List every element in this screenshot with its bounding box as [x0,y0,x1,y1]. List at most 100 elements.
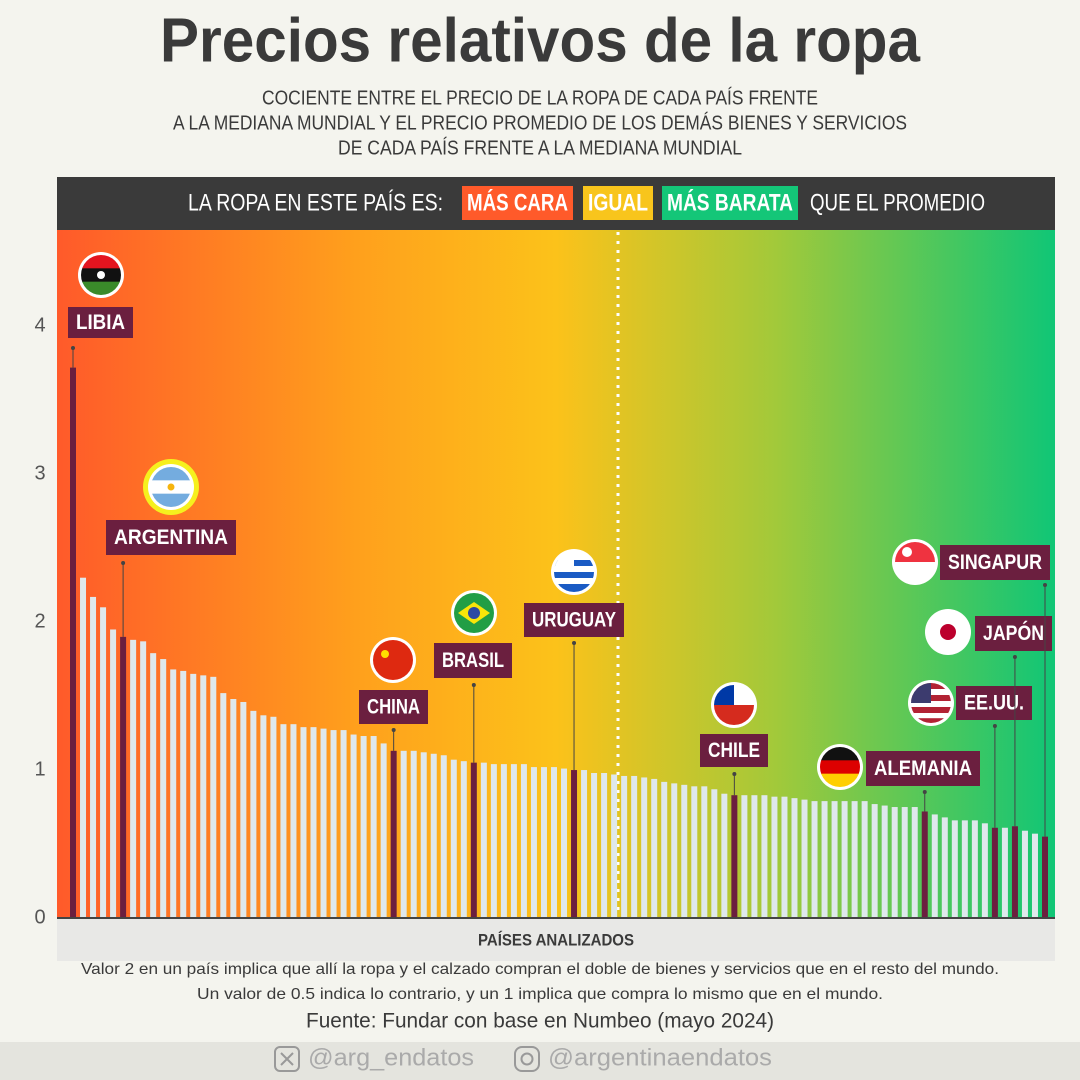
leader-dot [1012,655,1017,659]
bar [791,798,798,918]
bar [380,743,387,918]
bar [861,801,868,918]
note: Valor 2 en un país implica que allí la r… [81,961,999,978]
flag-stripe [554,578,594,585]
y-tick-label: 0 [34,906,45,928]
flag-stripe [820,747,860,761]
bar [841,801,848,918]
bar [771,796,778,918]
social-handle: @argentinaendatos [548,1044,772,1071]
bar [480,762,487,918]
bar [891,807,898,918]
leader-dot [71,346,75,350]
y-tick-label: 1 [34,758,45,780]
category-label: ALEMANIA [874,757,972,780]
bar [280,724,287,918]
bar [941,817,948,918]
bar [951,820,958,918]
flag-stripe [151,493,191,507]
flag-stripe [911,707,951,714]
y-tick-label: 4 [34,314,45,336]
callout-box [359,690,428,724]
flag-stripe [373,640,413,680]
bar [420,752,427,918]
bar [1001,827,1008,918]
flag [454,593,494,633]
bar [460,761,467,918]
category-label: CHINA [367,696,420,719]
leader-dot [572,641,577,645]
bar [721,793,728,918]
bar [811,801,818,918]
legend-swatch [662,186,798,220]
legend-label: IGUAL [588,189,648,216]
flag [895,542,935,582]
category-label: CHILE [708,739,760,762]
bar [510,764,517,918]
bar [270,716,277,918]
callout-box [956,686,1032,720]
category-label: URUGUAY [532,609,616,632]
bar [581,770,588,918]
bar [290,724,297,918]
bar [971,820,978,918]
category-label: JAPÓN [983,621,1044,645]
subtitle: COCIENTE ENTRE EL PRECIO DE LA ROPA DE C… [262,86,818,109]
flag-stripe [911,701,951,708]
flag-detail [940,624,956,640]
bar [340,730,347,918]
instagram-icon [514,1046,540,1072]
bar [120,636,127,918]
bar [671,783,678,918]
bar [1031,833,1038,918]
bar [180,670,187,918]
category-label: ARGENTINA [114,526,228,549]
bar [871,804,878,918]
bar [130,639,137,918]
leader-dot [732,772,737,776]
flag-stripe [554,572,594,579]
bar [911,807,918,918]
flag-detail [167,483,175,491]
flag-stripe [151,467,191,481]
flag-stripe [81,281,121,295]
leader-dot [1043,583,1047,587]
bar [991,827,998,918]
bar [651,778,658,918]
bar [230,699,237,918]
bar [310,727,317,918]
bar [831,801,838,918]
flag-stripe [820,773,860,787]
bar [981,823,988,918]
bar [360,736,367,918]
leader-dot [922,790,927,794]
flag-detail [902,547,912,557]
y-tick-label: 3 [34,462,45,484]
x-icon [280,1052,294,1066]
bar [571,770,578,918]
bar [1021,830,1028,918]
subtitle: A LA MEDIANA MUNDIAL Y EL PRECIO PROMEDI… [173,111,907,134]
bar [540,767,547,918]
bar [901,807,908,918]
bar [681,784,688,918]
flag-stripe [911,718,951,723]
bar [330,730,337,918]
flag-stripe [911,713,951,719]
bar [761,795,768,918]
flag-stripe [895,542,935,563]
bar [190,673,197,918]
flag [81,255,121,295]
flag [554,552,594,592]
callout-box [106,520,236,555]
bar [530,767,537,918]
source: Fuente: Fundar con base en Numbeo (mayo … [306,1010,774,1033]
bar [430,753,437,918]
bar [611,774,618,918]
bar [641,777,648,918]
category-label: SINGAPUR [948,551,1042,574]
x-axis-band [57,918,1055,961]
bar [741,795,748,918]
bar [390,750,397,918]
bar [751,795,758,918]
